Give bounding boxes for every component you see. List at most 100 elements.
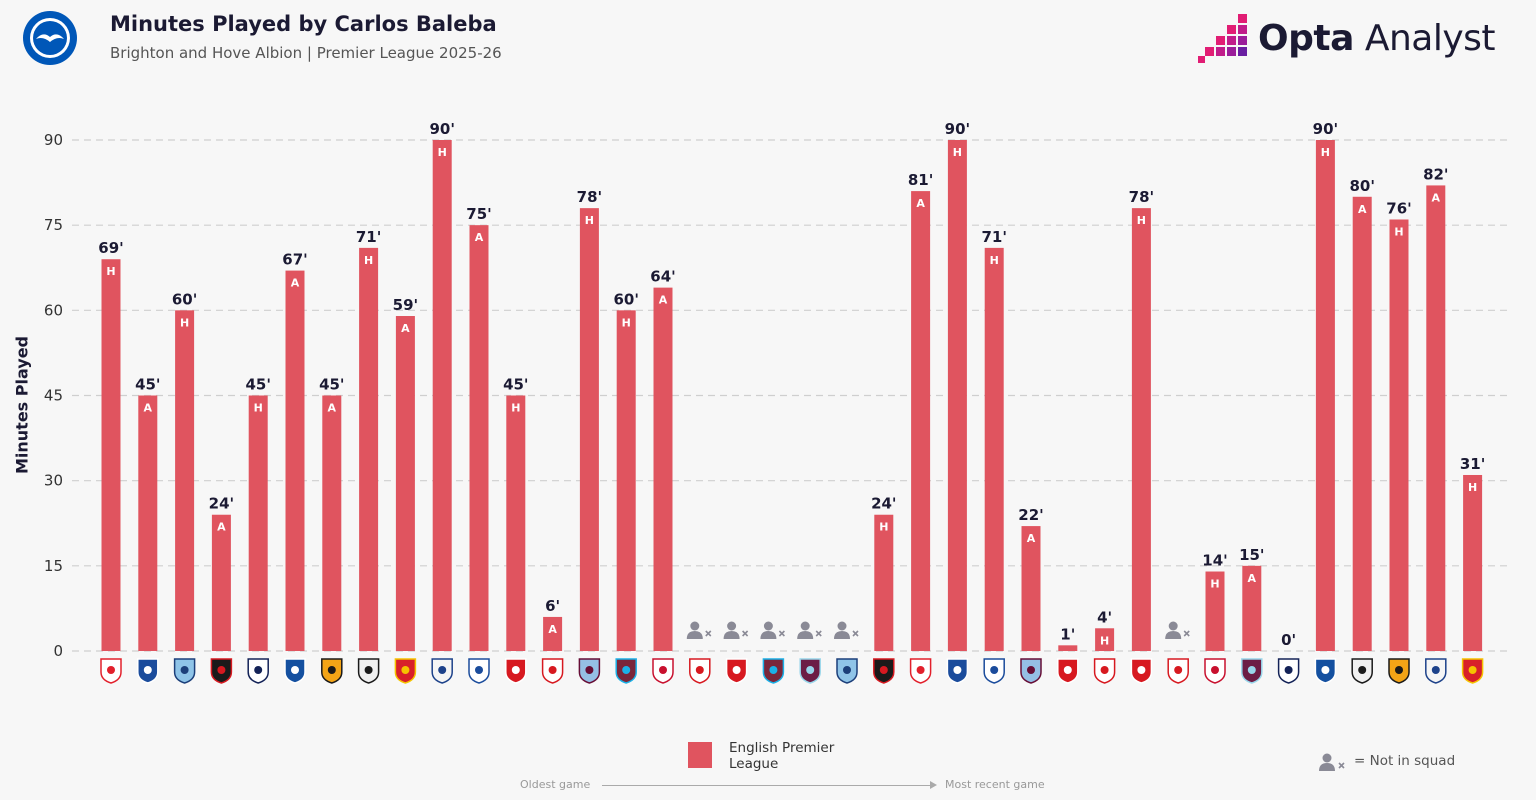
bar: [395, 316, 415, 651]
chart-header: Minutes Played by Carlos Baleba Brighton…: [0, 0, 1536, 80]
person-head: [800, 621, 810, 631]
opponent-crest-icon: [1167, 658, 1189, 684]
crest-emblem: [990, 666, 999, 674]
bar: [579, 208, 599, 651]
opponent-crest-icon: [394, 658, 417, 684]
time-direction: Oldest game Most recent game: [520, 776, 1060, 796]
bar: [947, 140, 967, 651]
crest-emblem: [1211, 666, 1219, 674]
crest-emblem: [401, 666, 410, 674]
y-tick-label: 75: [44, 216, 63, 234]
venue-label: H: [953, 146, 962, 159]
bar: [469, 225, 489, 651]
bar-value-label: 78': [577, 188, 602, 206]
not-in-squad-icon: [723, 621, 749, 639]
bar-value-label: 45': [135, 376, 160, 394]
opponent-crest-icon: [541, 658, 564, 684]
opponent-crest-icon: [799, 658, 821, 684]
not-in-squad-legend: = Not in squad: [1318, 752, 1455, 772]
crest-emblem: [364, 666, 373, 674]
not-in-squad-icon: [797, 621, 822, 639]
venue-label: A: [1432, 191, 1441, 204]
bar: [1352, 196, 1372, 651]
y-tick-label: 15: [44, 557, 63, 575]
venue-label: H: [585, 214, 594, 227]
opponent-crest-icon: [946, 658, 969, 684]
crest-emblem: [953, 666, 962, 674]
bar-value-label: 45': [319, 376, 344, 394]
bar-value-label: 67': [282, 251, 307, 269]
not-in-squad-label: = Not in squad: [1354, 753, 1456, 769]
minutes-bar-chart: 0 15 30 45 60 75 90 69' H 45' A 60' H 24' A 45' H 67' A 45…: [44, 120, 1510, 684]
y-tick-label: 30: [44, 472, 63, 490]
opponent-crest-icon: [725, 658, 748, 684]
crest-emblem: [1137, 666, 1146, 674]
bar-value-label: 24': [209, 495, 234, 513]
opponent-crest-icon: [1241, 658, 1263, 684]
opponent-crest-icon: [1057, 658, 1079, 684]
bar-value-label: 31': [1460, 455, 1485, 473]
bar: [285, 270, 305, 651]
opponent-crest-icon: [1351, 658, 1373, 684]
opponent-crest-icon: [137, 658, 159, 684]
bar: [1095, 628, 1115, 651]
person-head: [690, 621, 700, 631]
venue-label: H: [364, 254, 373, 267]
bar: [1131, 208, 1151, 651]
venue-label: A: [217, 521, 226, 534]
crest-emblem: [1174, 666, 1183, 674]
opponent-crest-icon: [1461, 658, 1484, 684]
opponent-crest-icon: [357, 658, 380, 684]
venue-label: H: [180, 316, 189, 329]
y-tick-label: 45: [44, 387, 63, 405]
bar: [1389, 219, 1409, 651]
bar: [101, 259, 121, 651]
bar-value-label: 80': [1349, 177, 1374, 195]
crest-emblem: [1063, 666, 1072, 674]
bar: [911, 191, 931, 651]
legend-label: English Premier League: [729, 740, 835, 772]
bar-value-label: 90': [945, 120, 970, 138]
bar: [1315, 140, 1335, 651]
bar: [874, 514, 894, 651]
brand-name-light: Analyst: [1364, 18, 1496, 59]
opponent-crest-icon: [1204, 658, 1226, 684]
chart-title: Minutes Played by Carlos Baleba: [110, 12, 497, 36]
bar: [1463, 474, 1483, 651]
opponent-crest-icon: [652, 658, 674, 684]
bar: [175, 310, 195, 651]
cross-mark: [1183, 630, 1190, 637]
time-arrow-head: [930, 781, 937, 789]
person-body: [760, 631, 777, 639]
venue-label: H: [990, 254, 999, 267]
crest-emblem: [475, 666, 483, 674]
bar-value-label: 6': [545, 597, 560, 615]
person-head: [727, 621, 737, 631]
venue-label: H: [1321, 146, 1330, 159]
venue-label: H: [622, 316, 631, 329]
person-body: [1165, 631, 1182, 639]
opponent-crest-icon: [1425, 658, 1447, 684]
crest-emblem: [327, 666, 336, 674]
person-cross-icon: [1319, 753, 1345, 771]
opponent-crest-icon: [1388, 658, 1410, 684]
not-in-squad-icon: [1165, 621, 1190, 639]
crest-emblem: [438, 666, 447, 674]
crest-emblem: [769, 666, 778, 674]
not-in-squad-icon: [760, 621, 785, 639]
opponent-crest-icon: [983, 658, 1005, 684]
bar: [506, 395, 526, 651]
opponent-crest-icon: [1093, 658, 1116, 684]
opponent-crest-icon: [1277, 658, 1300, 684]
bar-value-label: 14': [1202, 552, 1227, 570]
venue-label: H: [1210, 578, 1219, 591]
opponent-crest-icon: [1020, 658, 1042, 684]
bar: [1426, 185, 1446, 651]
opponent-crest-icon: [247, 658, 269, 684]
bar-value-label: 76': [1386, 199, 1411, 217]
opponent-crest-icon: [210, 658, 233, 684]
venue-label: H: [438, 146, 447, 159]
venue-label: H: [1394, 225, 1403, 238]
bar-value-label: 15': [1239, 546, 1264, 564]
venue-label: A: [401, 322, 410, 335]
